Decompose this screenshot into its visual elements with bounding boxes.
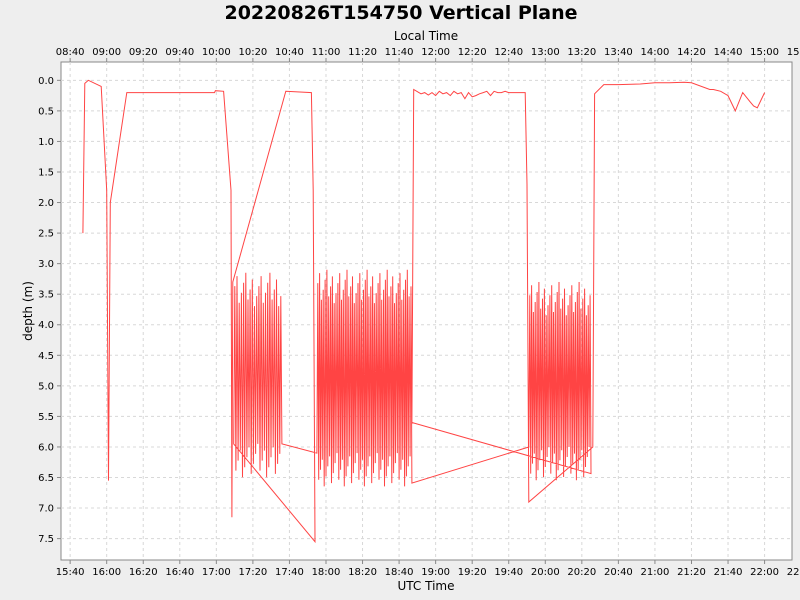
x2-tick-label: 11:40 bbox=[385, 47, 414, 58]
x-tick-label: 21:00 bbox=[641, 567, 670, 578]
x2-tick-label: 10:20 bbox=[238, 47, 267, 58]
tick-layer: 15:40 08:40 16:00 09:00 16:20 09:20 16:40 09:40… bbox=[38, 47, 800, 578]
x2-tick-label: 09:00 bbox=[92, 47, 121, 58]
x-tick-label: 18:00 bbox=[312, 567, 341, 578]
x2-tick-label: 12:40 bbox=[494, 47, 523, 58]
x-tick-label: 22:00 bbox=[750, 567, 779, 578]
x2-tick-label: 15:00 bbox=[750, 47, 779, 58]
x2-tick-label: 10:40 bbox=[275, 47, 304, 58]
y-tick-label: 3.5 bbox=[38, 290, 54, 301]
x-tick-label: 18:40 bbox=[385, 567, 414, 578]
series-layer bbox=[82, 79, 766, 544]
x2-tick-label: 09:20 bbox=[129, 47, 158, 58]
y-tick-label: 4.0 bbox=[38, 320, 54, 331]
x-tick-label: 19:00 bbox=[421, 567, 450, 578]
chart-title: 20220826T154750 Vertical Plane bbox=[224, 2, 577, 24]
y-tick-label: 6.0 bbox=[38, 442, 54, 453]
y-tick-label: 2.5 bbox=[38, 229, 54, 240]
x2-tick-label: 09:40 bbox=[165, 47, 194, 58]
x-tick-label: 18:20 bbox=[348, 567, 377, 578]
x2-tick-label: 11:20 bbox=[348, 47, 377, 58]
x-tick-label: 16:20 bbox=[129, 567, 158, 578]
plot-area bbox=[60, 61, 793, 561]
y-tick-label: 1.5 bbox=[38, 167, 54, 178]
x2-tick-label: 13:40 bbox=[604, 47, 633, 58]
x2-tick-label: 14:00 bbox=[641, 47, 670, 58]
local-time-axis-label: Local Time bbox=[394, 29, 458, 43]
y-tick-label: 0.5 bbox=[38, 106, 54, 117]
x2-tick-label: 08:40 bbox=[56, 47, 85, 58]
x-tick-label: 21:40 bbox=[714, 567, 743, 578]
x2-tick-label: 10:00 bbox=[202, 47, 231, 58]
x2-tick-label: 11:00 bbox=[312, 47, 341, 58]
x2-tick-label: 13:00 bbox=[531, 47, 560, 58]
x2-tick-label: 12:00 bbox=[421, 47, 450, 58]
y-tick-label: 5.5 bbox=[38, 412, 54, 423]
x-tick-label: 16:00 bbox=[92, 567, 121, 578]
x-tick-label: 20:00 bbox=[531, 567, 560, 578]
y-tick-label: 2.0 bbox=[38, 198, 54, 209]
y-tick-label: 0.0 bbox=[38, 76, 54, 87]
x-tick-label: 19:40 bbox=[494, 567, 523, 578]
x-tick-label: 22:20 bbox=[787, 567, 800, 578]
grid-layer bbox=[61, 62, 792, 560]
x-tick-label: 17:20 bbox=[238, 567, 267, 578]
depth-series-line bbox=[82, 79, 766, 544]
x-tick-label: 17:40 bbox=[275, 567, 304, 578]
y-tick-label: 7.5 bbox=[38, 534, 54, 545]
x-tick-label: 15:40 bbox=[56, 567, 85, 578]
x-tick-label: 20:20 bbox=[567, 567, 596, 578]
x2-tick-label: 15:20 bbox=[787, 47, 800, 58]
x-tick-label: 16:40 bbox=[165, 567, 194, 578]
x2-tick-label: 12:20 bbox=[458, 47, 487, 58]
x-tick-label: 19:20 bbox=[458, 567, 487, 578]
depth-axis-label: depth (m) bbox=[21, 281, 35, 341]
x2-tick-label: 13:20 bbox=[567, 47, 596, 58]
x-tick-label: 21:20 bbox=[677, 567, 706, 578]
y-tick-label: 7.0 bbox=[38, 504, 54, 515]
y-tick-label: 4.5 bbox=[38, 351, 54, 362]
y-tick-label: 5.0 bbox=[38, 381, 54, 392]
y-tick-label: 6.5 bbox=[38, 473, 54, 484]
utc-time-axis-label: UTC Time bbox=[398, 579, 455, 593]
x2-tick-label: 14:40 bbox=[714, 47, 743, 58]
x2-tick-label: 14:20 bbox=[677, 47, 706, 58]
x-tick-label: 17:00 bbox=[202, 567, 231, 578]
y-tick-label: 1.0 bbox=[38, 137, 54, 148]
y-tick-label: 3.0 bbox=[38, 259, 54, 270]
x-tick-label: 20:40 bbox=[604, 567, 633, 578]
